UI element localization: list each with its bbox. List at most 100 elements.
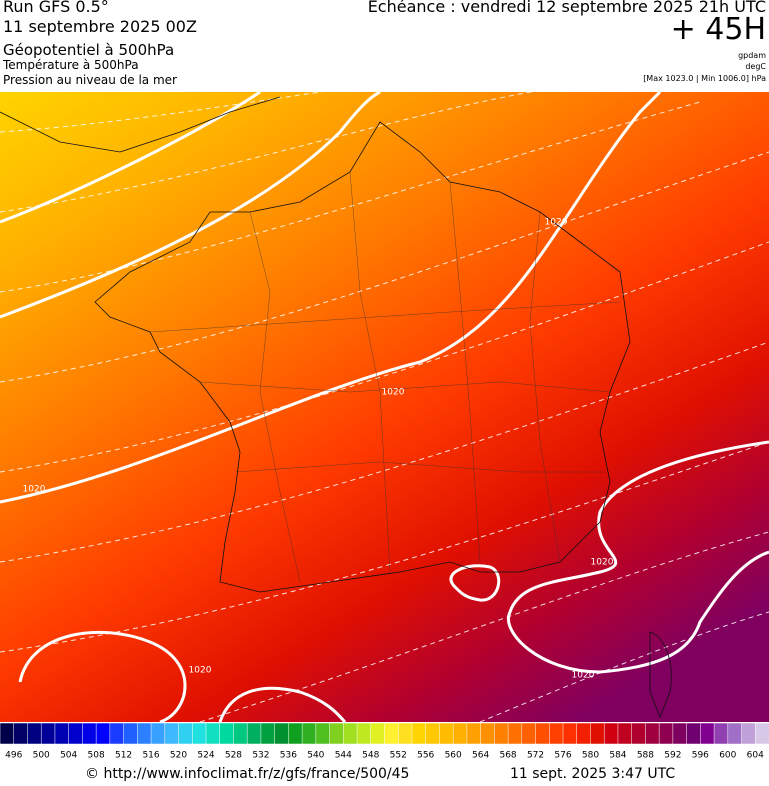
color-swatch [233,723,248,745]
colorbar-tick-label: 520 [170,751,187,761]
colorbar-tick-label: 496 [5,751,22,761]
colorbar-tick-label: 504 [60,751,77,761]
colorbar-tick-label: 564 [472,751,489,761]
color-swatch [40,723,56,745]
issued-time: 11 sept. 2025 3:47 UTC [510,766,676,782]
admin-borders [149,171,621,583]
field-label: Géopotentiel à 500hPa [3,41,175,59]
color-swatch [356,723,372,745]
colorbar-tick-label: 536 [280,751,297,761]
run-date: 11 septembre 2025 00Z [3,17,197,36]
isobar-label: 1020 [591,558,614,568]
color-swatch [178,723,193,745]
colorbar-tick-label: 516 [142,751,159,761]
color-swatch [150,723,166,745]
color-swatch [219,723,235,745]
isobar-label: 1020 [572,671,595,681]
color-swatch [301,723,317,745]
color-swatch [507,723,523,745]
colorbar: 496 500 504 508 512 516 520 524 528 532 536 540 544 5… [0,723,769,761]
color-swatch [315,723,331,745]
color-swatch [603,723,619,745]
colorbar-tick-label: 596 [692,751,709,761]
valid-time: Echéance : vendredi 12 septembre 2025 21… [367,0,766,16]
color-swatch [0,723,15,745]
color-swatch [246,723,262,745]
color-swatch [562,723,578,745]
coastlines [0,96,672,719]
unit: gpdam [738,51,766,60]
color-swatch [343,723,358,745]
color-swatch [82,723,97,745]
color-swatch [452,723,468,745]
isobar-label: 1020 [382,388,405,398]
color-swatch [631,723,647,745]
color-swatch [658,723,674,745]
color-swatch [700,723,715,745]
color-swatch [68,723,84,745]
colorbar-tick-label: 500 [33,751,50,761]
lead-time: + 45H [670,12,766,47]
isobars [0,92,769,722]
unit: degC [745,62,766,71]
color-swatch [13,723,29,745]
pressure-range: [Max 1023.0 | Min 1006.0] hPa [643,74,766,83]
isobar-label: 1020 [23,485,46,495]
colorbar-tick-label: 528 [225,751,242,761]
color-swatch [741,723,757,745]
source-url[interactable]: © http://www.infoclimat.fr/z/gfs/france/… [85,766,410,782]
color-swatch [397,723,413,745]
color-swatch [95,723,111,745]
color-swatch [713,723,729,745]
color-swatch [54,723,70,745]
isobar-label: 1020 [545,218,568,228]
color-swatch [260,723,276,745]
color-swatch [480,723,496,745]
color-swatch [466,723,482,745]
color-swatch [164,723,180,745]
color-swatch [205,723,221,745]
colorbar-tick-label: 584 [609,751,626,761]
color-swatch [109,723,125,745]
run-title: Run GFS 0.5° [3,0,109,16]
colorbar-tick-label: 588 [637,751,654,761]
color-swatch [686,723,702,745]
colorbar-tick-label: 524 [197,751,214,761]
color-swatch [288,723,303,745]
color-swatch [617,723,633,745]
colorbar-tick-label: 552 [390,751,407,761]
colorbar-tick-label: 532 [252,751,269,761]
color-swatch [274,723,290,745]
color-swatch [27,723,42,745]
color-swatch [425,723,441,745]
colorbar-tick-label: 548 [362,751,379,761]
isobar-label: 1020 [189,666,212,676]
colorbar-tick-label: 512 [115,751,132,761]
color-swatch [384,723,399,745]
field-label: Pression au niveau de la mer [3,73,177,87]
colorbar-tick-label: 540 [307,751,324,761]
colorbar-tick-label: 560 [445,751,462,761]
colorbar-tick-label: 600 [719,751,736,761]
color-swatch [329,723,345,745]
color-swatch [549,723,564,745]
color-swatch [535,723,551,745]
geopotential-contours [0,92,769,722]
color-swatch [576,723,592,745]
colorbar-tick-label: 572 [527,751,544,761]
color-swatch [494,723,509,745]
color-swatch [137,723,152,745]
color-swatch [192,723,207,745]
temperature-field [0,92,769,722]
color-swatch [727,723,743,745]
color-swatch [411,723,427,745]
color-swatch [521,723,537,745]
colorbar-tick-label: 508 [88,751,105,761]
color-swatch [672,723,688,745]
color-swatch [123,723,139,745]
colorbar-tick-label: 592 [664,751,681,761]
color-swatch [439,723,454,745]
color-swatch [370,723,386,745]
color-swatch [590,723,605,745]
colorbar-tick-label: 580 [582,751,599,761]
